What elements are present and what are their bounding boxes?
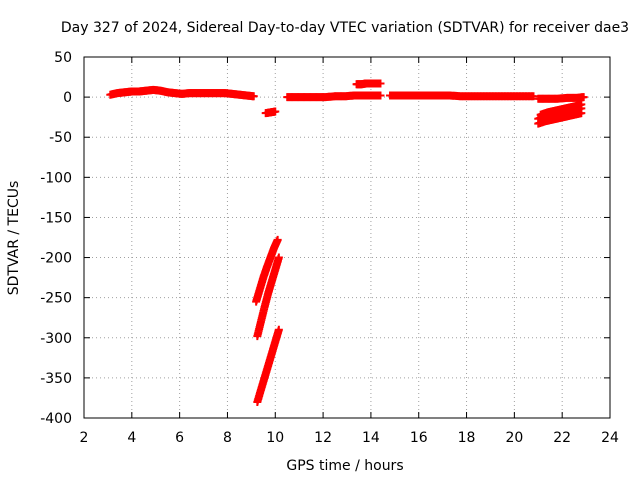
y-axis-label: SDTVAR / TECUs	[6, 181, 22, 296]
data-point	[579, 93, 588, 102]
x-tick-label: 18	[458, 430, 476, 446]
y-tick-label: -100	[40, 170, 72, 186]
data-point	[249, 92, 258, 101]
series-flat-arc-b	[386, 91, 538, 101]
x-tick-label: 24	[601, 430, 619, 446]
data-points	[106, 79, 588, 406]
x-tick-label: 16	[410, 430, 428, 446]
x-tick-label: 22	[553, 430, 571, 446]
x-tick-label: 10	[266, 430, 284, 446]
series-steep-drop-1	[252, 235, 282, 306]
series-short-dip	[261, 107, 280, 118]
series-late-slope-3	[536, 100, 586, 119]
data-point	[529, 92, 538, 101]
data-point	[273, 235, 282, 244]
series-morning-arc	[106, 85, 258, 101]
y-tick-label: -300	[40, 331, 72, 347]
y-tick-label: -150	[40, 210, 72, 226]
series-steep-drop-2	[253, 253, 283, 341]
series-late-arc	[534, 93, 588, 103]
y-tick-label: -400	[40, 411, 72, 427]
y-tick-label: 50	[54, 50, 72, 66]
y-tick-label: -250	[40, 291, 72, 307]
y-tick-label: -200	[40, 251, 72, 267]
y-tick-label: -50	[49, 130, 72, 146]
x-tick-label: 8	[223, 430, 232, 446]
y-tick-label: 0	[63, 90, 72, 106]
data-point	[577, 100, 586, 109]
chart-title: Day 327 of 2024, Sidereal Day-to-day VTE…	[61, 20, 629, 36]
grid-lines	[84, 57, 610, 418]
x-tick-label: 12	[314, 430, 332, 446]
series-steep-drop-3	[253, 325, 283, 406]
x-tick-label: 2	[80, 430, 89, 446]
data-point	[271, 107, 280, 116]
x-tick-label: 6	[175, 430, 184, 446]
series-raised-arc	[352, 79, 385, 89]
axis-ticks: 2 4 6 8 10 12 14 16 18 20 22 24-400-350-300-250-200…	[40, 50, 619, 446]
data-point	[376, 79, 385, 88]
x-tick-label: 14	[362, 430, 380, 446]
x-tick-label: 4	[127, 430, 136, 446]
x-axis-label: GPS time / hours	[286, 458, 403, 474]
plot-frame	[83, 56, 611, 419]
data-point	[376, 91, 385, 100]
x-tick-label: 20	[505, 430, 523, 446]
data-point	[274, 253, 283, 262]
data-point	[274, 325, 283, 334]
series-flat-arc-a	[283, 91, 385, 102]
y-tick-label: -350	[40, 371, 72, 387]
